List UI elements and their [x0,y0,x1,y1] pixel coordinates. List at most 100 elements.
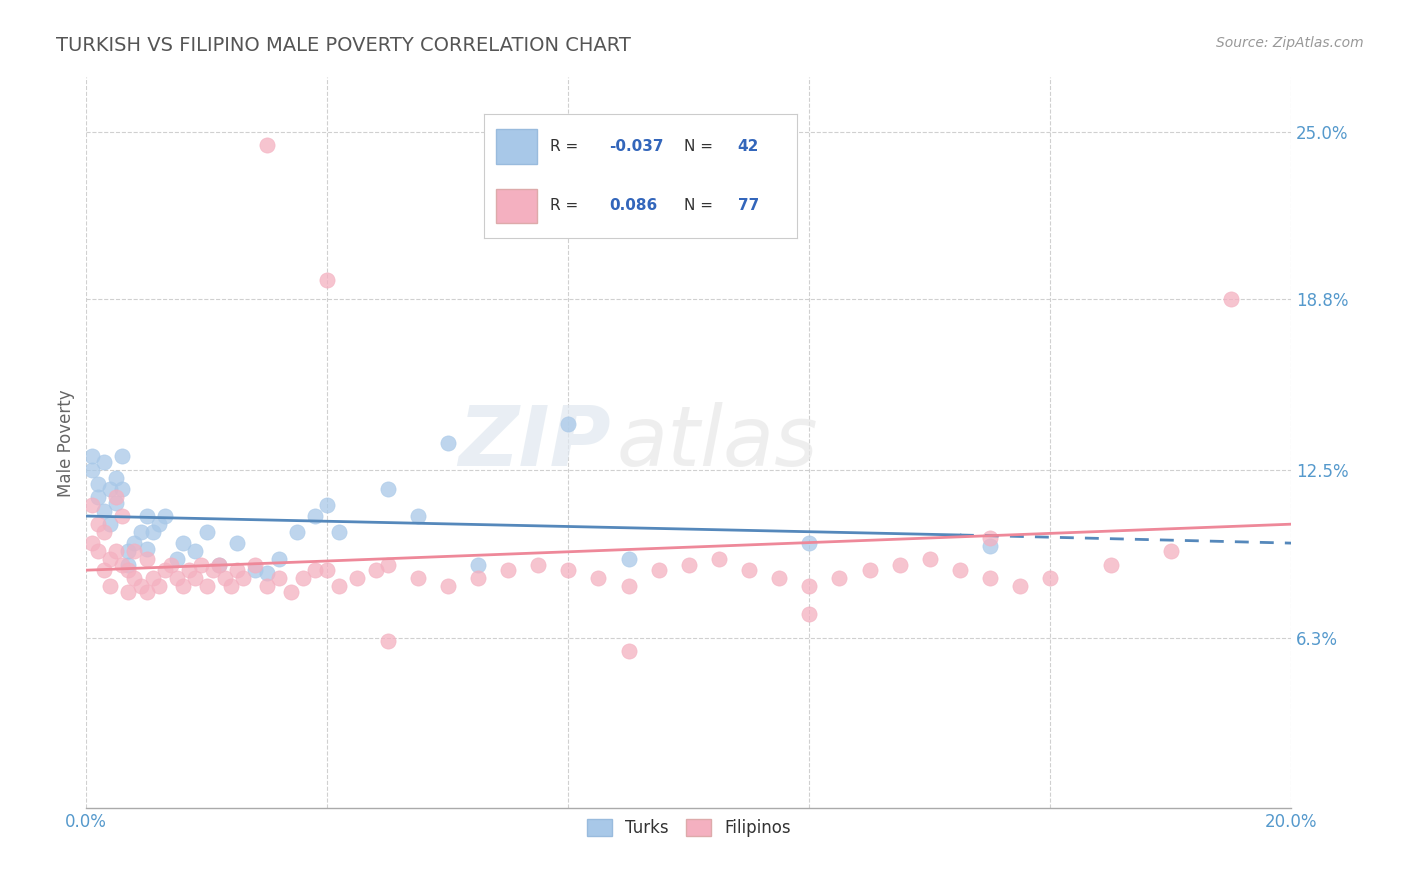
Point [124,544,146,558]
Point [364,563,387,577]
Point [142,571,165,585]
Point [377,633,399,648]
Point [124,571,146,585]
Point [100,482,122,496]
Point [647,563,669,577]
Point [87,490,110,504]
Point [799,536,821,550]
Point [328,579,350,593]
Point [304,509,326,524]
Point [406,509,429,524]
Point [436,579,458,593]
Point [87,476,110,491]
Point [111,450,134,464]
Point [243,558,266,572]
Text: TURKISH VS FILIPINO MALE POVERTY CORRELATION CHART: TURKISH VS FILIPINO MALE POVERTY CORRELA… [56,36,631,54]
Point [184,571,207,585]
Legend: Turks, Filipinos: Turks, Filipinos [581,813,797,844]
Point [111,482,134,496]
Point [129,525,152,540]
Point [100,517,122,532]
Point [979,531,1001,545]
Point [828,571,851,585]
Point [82,498,104,512]
Point [201,563,224,577]
Point [377,558,399,572]
Point [153,509,176,524]
Point [256,566,278,580]
Point [111,558,134,572]
Point [949,563,972,577]
Point [159,558,181,572]
Point [208,558,231,572]
Point [256,138,278,153]
Point [135,552,157,566]
Point [557,563,579,577]
Point [93,455,115,469]
Point [148,517,170,532]
Point [316,498,339,512]
Point [87,544,110,558]
Point [100,579,122,593]
Point [87,517,110,532]
Point [406,571,429,585]
Point [93,503,115,517]
Point [117,558,139,572]
Text: ZIP: ZIP [458,402,610,483]
Point [799,579,821,593]
Point [467,558,489,572]
Point [1220,293,1243,307]
Point [1039,571,1062,585]
Point [226,536,249,550]
Point [269,552,291,566]
Point [496,563,519,577]
Point [166,552,188,566]
Point [172,579,194,593]
Point [117,585,139,599]
Point [100,552,122,566]
Point [129,579,152,593]
Point [588,571,610,585]
Point [105,490,128,504]
Point [82,450,104,464]
Point [105,471,128,485]
Point [135,585,157,599]
Point [117,563,139,577]
Point [316,563,339,577]
Point [918,552,941,566]
Point [190,558,212,572]
Point [1099,558,1122,572]
Point [226,563,249,577]
Y-axis label: Male Poverty: Male Poverty [58,389,75,497]
Point [82,463,104,477]
Point [527,558,550,572]
Point [195,579,218,593]
Point [111,509,134,524]
Point [617,644,640,658]
Point [292,571,315,585]
Point [142,525,165,540]
Point [436,436,458,450]
Point [799,607,821,621]
Point [346,571,368,585]
Point [105,495,128,509]
Point [93,525,115,540]
Point [208,558,231,572]
Point [135,509,157,524]
Point [316,273,339,287]
Point [467,571,489,585]
Point [269,571,291,585]
Point [232,571,254,585]
Point [219,579,242,593]
Point [177,563,200,577]
Point [377,482,399,496]
Point [148,579,170,593]
Point [256,579,278,593]
Point [105,544,128,558]
Point [195,525,218,540]
Point [280,585,302,599]
Point [166,571,188,585]
Point [214,571,236,585]
Point [557,417,579,431]
Text: Source: ZipAtlas.com: Source: ZipAtlas.com [1216,36,1364,50]
